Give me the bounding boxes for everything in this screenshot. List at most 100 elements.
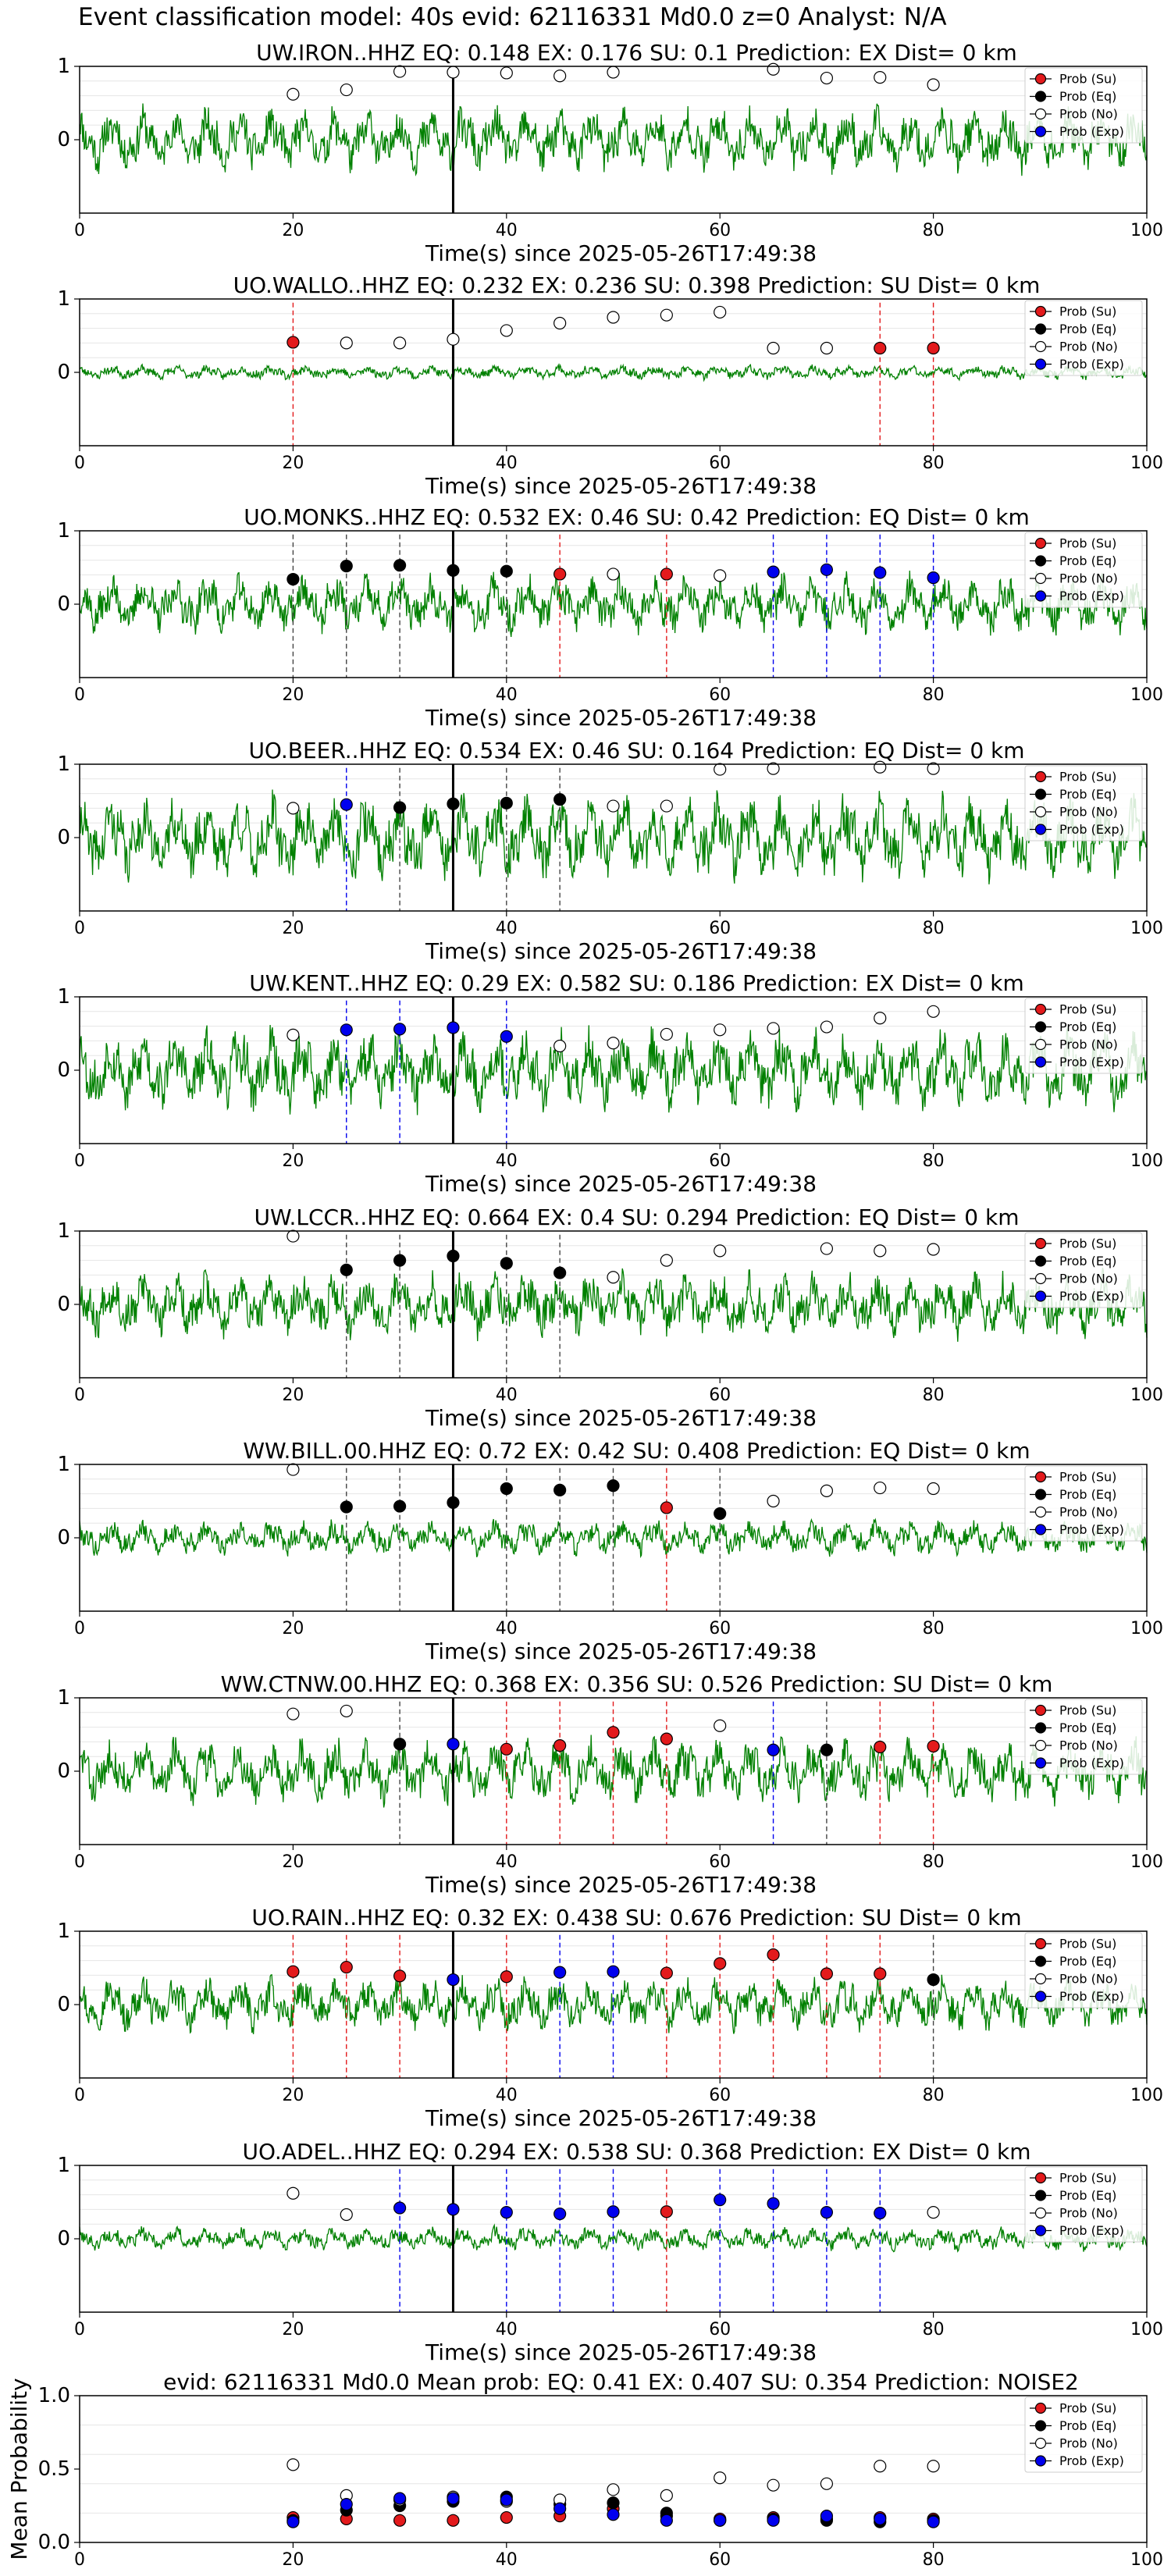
x-axis-label: Time(s) since 2025-05-26T17:49:38 xyxy=(425,1638,817,1664)
x-axis-label: Time(s) since 2025-05-26T17:49:38 xyxy=(425,705,817,731)
prob-marker-eq xyxy=(820,1743,834,1756)
prob-marker-su xyxy=(607,1726,620,1739)
prob-marker-exp xyxy=(393,2201,407,2215)
prob-marker-no xyxy=(553,316,567,330)
prob-marker-no xyxy=(287,1463,300,1476)
prob-marker-exp xyxy=(447,1021,460,1034)
x-axis-label: Time(s) since 2025-05-26T17:49:38 xyxy=(425,240,817,266)
y-tick-label: 0 xyxy=(57,128,70,151)
legend-label: Prob (No) xyxy=(1059,1505,1118,1520)
x-tick-label: 60 xyxy=(709,919,731,938)
legend-label: Prob (No) xyxy=(1059,1972,1118,1987)
legend-label: Prob (Exp) xyxy=(1059,1522,1124,1537)
legend-label: Prob (Exp) xyxy=(1059,124,1124,139)
prob-marker-exp xyxy=(874,566,887,579)
legend-marker-exp xyxy=(1034,1524,1047,1535)
prob-marker-su xyxy=(500,1742,513,1756)
y-axis-label: Mean Probability xyxy=(6,2378,32,2560)
legend-label: Prob (Eq) xyxy=(1059,1019,1116,1034)
legend-box xyxy=(1024,2166,1143,2243)
prob-marker-eq xyxy=(447,1496,460,1509)
prob-marker-no xyxy=(927,1482,940,1496)
prob-marker-eq xyxy=(287,572,300,586)
legend-label: Prob (Exp) xyxy=(1059,357,1124,372)
prob-marker-no xyxy=(874,1481,887,1495)
legend-label: Prob (Su) xyxy=(1059,1470,1116,1485)
x-axis-label: Time(s) since 2025-05-26T17:49:38 xyxy=(425,1872,817,1898)
legend-marker-exp xyxy=(1034,2455,1047,2467)
y-tick-label: 0.5 xyxy=(38,2457,70,2481)
x-tick-label: 20 xyxy=(282,454,304,473)
x-tick-label: 60 xyxy=(709,2086,731,2105)
prob-marker-exp xyxy=(607,2205,620,2218)
legend-label: Prob (Eq) xyxy=(1059,1720,1116,1735)
prob-marker-no xyxy=(820,71,834,85)
x-tick-label: 60 xyxy=(709,685,731,705)
waveform-trace xyxy=(79,1024,1148,1115)
prob-marker-no xyxy=(287,2186,300,2200)
prob-marker-eq xyxy=(393,801,407,814)
plot-frame xyxy=(79,2395,1148,2543)
legend-box xyxy=(1024,1232,1143,1308)
mean-marker-no xyxy=(607,2483,620,2496)
legend-label: Prob (Su) xyxy=(1059,1002,1116,1017)
prob-marker-su xyxy=(820,1967,834,1980)
prob-marker-no xyxy=(820,1484,834,1497)
legend-marker-no xyxy=(1034,2437,1047,2450)
plot-frame xyxy=(79,298,1148,447)
legend-marker-no xyxy=(1034,2207,1047,2219)
legend-label: Prob (Eq) xyxy=(1059,2418,1116,2433)
x-tick-label: 40 xyxy=(496,685,518,705)
legend-label: Prob (No) xyxy=(1059,2206,1118,2221)
x-tick-label: 20 xyxy=(282,919,304,938)
mean-marker-no xyxy=(874,2460,887,2473)
x-tick-label: 80 xyxy=(923,1852,945,1872)
legend-marker-su xyxy=(1034,1937,1047,1950)
legend-label: Prob (Exp) xyxy=(1059,1055,1124,1069)
legend-box xyxy=(1024,532,1143,608)
panel-title: UW.LCCR..HHZ EQ: 0.664 EX: 0.4 SU: 0.294… xyxy=(254,1204,1020,1230)
mean-marker-no xyxy=(767,2478,780,2492)
legend-label: Prob (Su) xyxy=(1059,536,1116,551)
mean-marker-exp xyxy=(607,2508,620,2521)
x-tick-label: 20 xyxy=(282,1386,304,1405)
x-axis-label: Time(s) since 2025-05-26T17:49:38 xyxy=(425,938,817,964)
y-tick-label: 1 xyxy=(57,1219,70,1243)
x-axis-label: Time(s) since 2025-05-26T17:49:38 xyxy=(425,473,817,499)
plot-frame xyxy=(79,2165,1148,2313)
prob-marker-eq xyxy=(927,1973,940,1987)
prob-marker-no xyxy=(767,1494,780,1508)
legend-marker-eq xyxy=(1034,2420,1047,2432)
prob-marker-eq xyxy=(553,793,567,806)
legend-label: Prob (Su) xyxy=(1059,72,1116,87)
x-tick-label: 0 xyxy=(74,2320,85,2339)
prob-marker-no xyxy=(660,308,673,322)
legend-marker-no xyxy=(1034,1973,1047,1985)
prob-marker-su xyxy=(660,1732,673,1745)
y-tick-label: 1 xyxy=(57,519,70,543)
mean-marker-exp xyxy=(660,2514,673,2527)
prob-marker-su xyxy=(553,568,567,581)
prob-marker-exp xyxy=(927,571,940,585)
prob-marker-no xyxy=(820,1020,834,1034)
panel-title: evid: 62116331 Md0.0 Mean prob: EQ: 0.41… xyxy=(163,2369,1079,2395)
y-tick-label: 0 xyxy=(57,2227,70,2250)
mean-marker-exp xyxy=(287,2515,300,2528)
legend-label: Prob (Eq) xyxy=(1059,1254,1116,1268)
prob-marker-no xyxy=(607,66,620,79)
x-tick-label: 100 xyxy=(1130,685,1163,705)
legend-label: Prob (Eq) xyxy=(1059,1954,1116,1969)
panel-11: 1.0 0.5 0.00 20 40 60 80 100 Mean Probability evi… xyxy=(6,2369,1163,2570)
prob-marker-no xyxy=(660,1027,673,1041)
panel-title: WW.CTNW.00.HHZ EQ: 0.368 EX: 0.356 SU: 0… xyxy=(221,1671,1053,1697)
legend-label: Prob (Su) xyxy=(1059,770,1116,785)
x-tick-label: 60 xyxy=(709,1619,731,1638)
prob-marker-exp xyxy=(820,563,834,576)
x-tick-label: 60 xyxy=(709,2550,731,2570)
legend-marker-su xyxy=(1034,1704,1047,1717)
y-tick-label: 0 xyxy=(57,361,70,384)
legend-marker-eq xyxy=(1034,1722,1047,1734)
legend-marker-exp xyxy=(1034,1991,1047,2002)
